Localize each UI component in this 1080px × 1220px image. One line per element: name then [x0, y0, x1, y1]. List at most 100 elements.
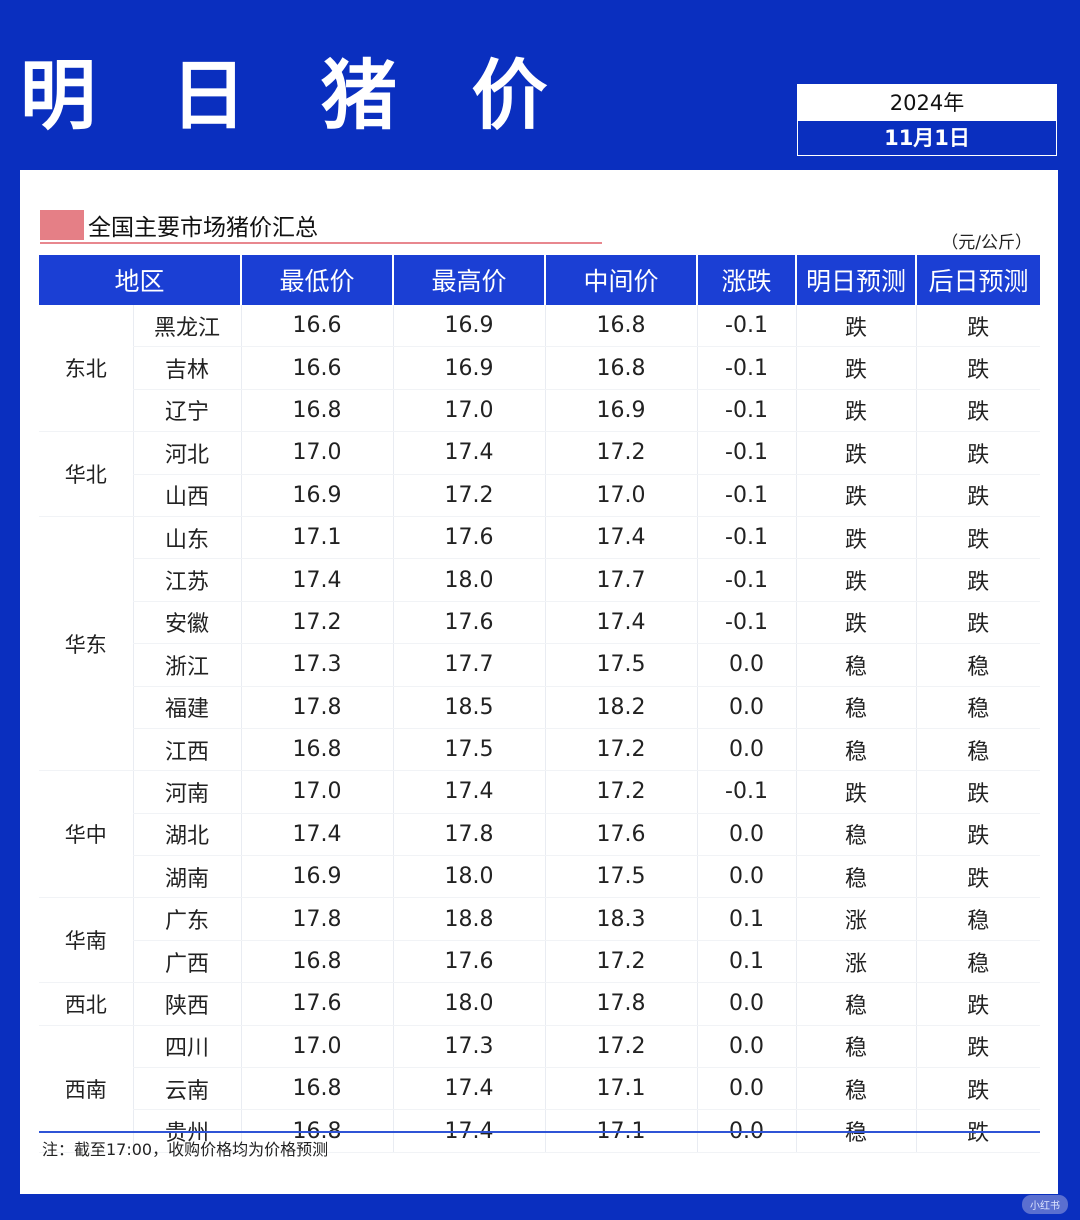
max-price-cell: 17.8 [392, 813, 546, 857]
max-price-cell: 16.9 [392, 346, 546, 390]
province-cell: 黑龙江 [132, 305, 242, 348]
mid-price-cell: 18.2 [544, 686, 698, 729]
tomorrow-forecast-cell: 跌 [795, 346, 917, 390]
day-after-forecast-cell: 跌 [915, 770, 1041, 814]
change-cell: 0.0 [696, 813, 797, 857]
province-cell: 河北 [132, 431, 242, 475]
tomorrow-forecast-cell: 稳 [795, 1025, 917, 1069]
table-row: 华南 广东 17.8 18.8 18.3 0.1 涨稳 [39, 897, 1041, 984]
table-row: 湖北 17.4 17.8 17.6 0.0 稳跌 [39, 813, 1041, 857]
table-row: 云南 16.8 17.4 17.1 0.0 稳跌 [39, 1067, 1041, 1111]
date-box: 2024年 11月1日 [797, 84, 1057, 156]
tomorrow-forecast-cell: 跌 [795, 474, 917, 517]
day-after-forecast-cell: 跌 [915, 431, 1041, 475]
content-panel: 全国主要市场猪价汇总 （元/公斤） 地区 最低价 最高价 中间价 涨跌 明日预测… [20, 170, 1058, 1194]
region-cell: 东北 [39, 305, 133, 433]
header-min-price: 最低价 [240, 255, 394, 305]
mid-price-cell: 17.5 [544, 643, 698, 687]
tomorrow-forecast-cell: 稳 [795, 982, 917, 1026]
min-price-cell: 17.2 [240, 601, 394, 645]
table-row: 辽宁 16.8 17.0 16.9 -0.1 跌跌 [39, 389, 1041, 433]
mid-price-cell: 17.4 [544, 601, 698, 645]
table-row: 华东 山东 17.1 17.6 17.4 -0.1 跌跌 [39, 515, 1041, 772]
province-cell: 江苏 [132, 558, 242, 602]
max-price-cell: 17.2 [392, 474, 546, 517]
change-cell: 0.0 [696, 728, 797, 772]
mid-price-cell: 17.2 [544, 770, 698, 814]
change-cell: 0.0 [696, 1025, 797, 1069]
min-price-cell: 16.8 [240, 389, 394, 433]
min-price-cell: 16.9 [240, 474, 394, 517]
province-cell: 山东 [132, 515, 242, 560]
day-after-forecast-cell: 稳 [915, 643, 1041, 687]
min-price-cell: 17.0 [240, 431, 394, 475]
tomorrow-forecast-cell: 稳 [795, 728, 917, 772]
day-after-forecast-cell: 稳 [915, 940, 1041, 984]
min-price-cell: 17.6 [240, 982, 394, 1026]
tomorrow-forecast-cell: 跌 [795, 515, 917, 560]
mid-price-cell: 17.1 [544, 1067, 698, 1111]
table-row: 福建 17.8 18.5 18.2 0.0 稳稳 [39, 686, 1041, 729]
mid-price-cell: 17.2 [544, 728, 698, 772]
section-underline [40, 242, 602, 244]
province-cell: 浙江 [132, 643, 242, 687]
min-price-cell: 17.1 [240, 515, 394, 560]
max-price-cell: 18.5 [392, 686, 546, 729]
tomorrow-forecast-cell: 涨 [795, 897, 917, 941]
footnote: 注：截至17:00，收购价格均为价格预测 [42, 1140, 329, 1159]
day-after-forecast-cell: 稳 [915, 897, 1041, 941]
max-price-cell: 17.6 [392, 601, 546, 645]
mid-price-cell: 17.6 [544, 813, 698, 857]
province-cell: 陕西 [132, 982, 242, 1026]
change-cell: -0.1 [696, 389, 797, 433]
min-price-cell: 17.0 [240, 1025, 394, 1069]
min-price-cell: 17.8 [240, 897, 394, 941]
province-cell: 湖北 [132, 813, 242, 857]
day-after-forecast-cell: 跌 [915, 982, 1041, 1026]
tomorrow-forecast-cell: 涨 [795, 940, 917, 984]
min-price-cell: 16.6 [240, 346, 394, 390]
change-cell: -0.1 [696, 601, 797, 645]
mid-price-cell: 17.0 [544, 474, 698, 517]
date-day: 11月1日 [798, 121, 1056, 155]
change-cell: 0.1 [696, 897, 797, 941]
region-cell: 华北 [39, 431, 133, 517]
mid-price-cell: 17.7 [544, 558, 698, 602]
mid-price-cell: 17.5 [544, 855, 698, 899]
header-day-after-forecast: 后日预测 [915, 255, 1041, 305]
tomorrow-forecast-cell: 跌 [795, 601, 917, 645]
change-cell: 0.0 [696, 643, 797, 687]
region-cell: 华南 [39, 897, 133, 984]
header-mid-price: 中间价 [544, 255, 698, 305]
region-cell: 华中 [39, 770, 133, 899]
min-price-cell: 16.8 [240, 1067, 394, 1111]
max-price-cell: 18.0 [392, 855, 546, 899]
mid-price-cell: 17.4 [544, 515, 698, 560]
day-after-forecast-cell: 跌 [915, 389, 1041, 433]
day-after-forecast-cell: 跌 [915, 601, 1041, 645]
section-marker-icon [40, 210, 84, 240]
day-after-forecast-cell: 跌 [915, 855, 1041, 899]
min-price-cell: 16.9 [240, 855, 394, 899]
max-price-cell: 18.0 [392, 982, 546, 1026]
change-cell: -0.1 [696, 770, 797, 814]
day-after-forecast-cell: 跌 [915, 1067, 1041, 1111]
tomorrow-forecast-cell: 稳 [795, 1067, 917, 1111]
tomorrow-forecast-cell: 稳 [795, 686, 917, 729]
day-after-forecast-cell: 跌 [915, 515, 1041, 560]
price-table: 地区 最低价 最高价 中间价 涨跌 明日预测 后日预测 东北 黑龙江 16.6 16.… [39, 255, 1041, 1153]
tomorrow-forecast-cell: 稳 [795, 643, 917, 687]
tomorrow-forecast-cell: 跌 [795, 431, 917, 475]
table-row: 东北 黑龙江 16.6 16.9 16.8 -0.1 跌跌 [39, 305, 1041, 433]
max-price-cell: 17.7 [392, 643, 546, 687]
province-cell: 湖南 [132, 855, 242, 899]
max-price-cell: 17.5 [392, 728, 546, 772]
tomorrow-forecast-cell: 跌 [795, 770, 917, 814]
mid-price-cell: 17.2 [544, 940, 698, 984]
province-cell: 河南 [132, 770, 242, 814]
min-price-cell: 17.8 [240, 686, 394, 729]
section-header: 全国主要市场猪价汇总 [40, 208, 318, 242]
table-header-row: 地区 最低价 最高价 中间价 涨跌 明日预测 后日预测 [39, 255, 1041, 305]
day-after-forecast-cell: 跌 [915, 558, 1041, 602]
province-cell: 辽宁 [132, 389, 242, 433]
